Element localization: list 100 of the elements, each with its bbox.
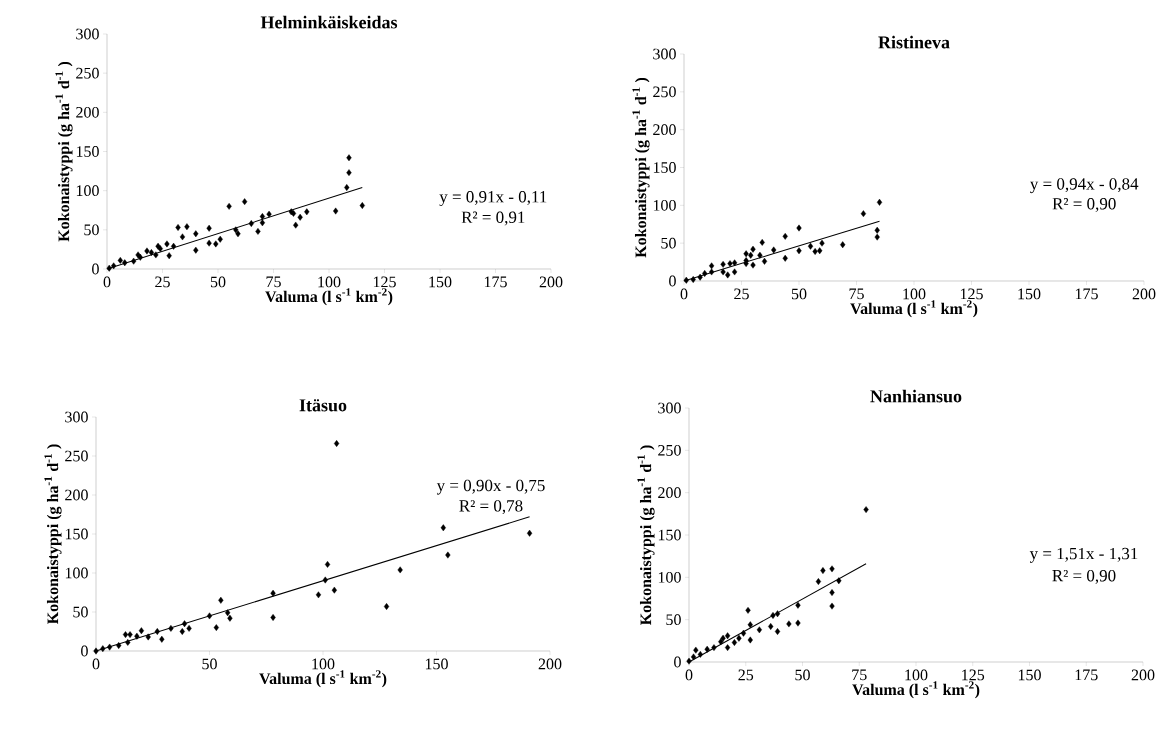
point	[100, 645, 106, 653]
y-tick-label: 150	[65, 528, 88, 540]
chart-title: Ristineva	[878, 35, 950, 49]
y-axis-title: Kokonaistyppi (g ha$^{-1}$ d$^{-1}$ )	[637, 445, 655, 626]
x-tick-label: 50	[791, 288, 807, 300]
x-tick-label: 75	[849, 288, 864, 300]
point	[782, 254, 788, 262]
point	[324, 561, 331, 568]
point	[248, 220, 254, 227]
x-tick-label: 150	[1018, 288, 1041, 300]
point	[874, 233, 880, 241]
y-tick-label: 0	[92, 263, 99, 275]
point	[134, 632, 140, 640]
point	[725, 271, 731, 279]
annotation: R² = 0,90	[1052, 569, 1116, 584]
point	[795, 619, 801, 627]
point	[213, 624, 219, 631]
annotation: y = 0,91x - 0,11	[439, 191, 547, 206]
x-axis-title: Valuma (l s$^{-1}$ km$^{-2}$)	[852, 681, 980, 699]
point	[270, 589, 276, 597]
point	[131, 257, 137, 265]
y-tick-label: 250	[65, 450, 88, 462]
y-axis-title: Kokonaistyppi (g ha$^{-1}$ d$^{-1}$ )	[55, 61, 73, 242]
point	[693, 646, 699, 654]
point	[227, 614, 233, 622]
point	[179, 233, 186, 241]
point	[743, 250, 749, 258]
y-tick-label: 300	[658, 402, 681, 414]
point	[725, 644, 731, 652]
point	[344, 184, 350, 191]
point	[181, 620, 188, 628]
point	[786, 620, 792, 628]
x-tick-label: 25	[155, 276, 170, 288]
point	[217, 235, 223, 243]
x-tick-label: 150	[429, 276, 452, 288]
x-tick-label: 125	[962, 669, 985, 681]
point	[116, 642, 122, 649]
point	[840, 241, 846, 249]
x-tick-label: 175	[484, 276, 507, 288]
x-tick-label: 50	[210, 276, 226, 288]
point	[322, 576, 328, 584]
point	[709, 262, 715, 270]
x-tick-label: 50	[202, 658, 217, 670]
x-tick-label: 0	[685, 669, 693, 681]
y-tick-label: 300	[65, 411, 88, 423]
point	[686, 657, 692, 665]
x-tick-label: 125	[960, 288, 983, 300]
point	[259, 219, 265, 227]
point	[732, 259, 738, 267]
x-tick-label: 100	[905, 669, 928, 681]
point	[293, 221, 299, 229]
y-tick-label: 150	[76, 146, 99, 157]
point	[750, 261, 756, 269]
x-tick-label: 175	[1075, 669, 1098, 681]
point	[383, 603, 390, 610]
point	[702, 270, 708, 277]
point	[445, 551, 451, 559]
x-tick-label: 200	[539, 276, 563, 288]
point	[397, 566, 403, 574]
point	[690, 276, 696, 283]
x-tick-label: 75	[266, 276, 281, 288]
point	[213, 240, 219, 248]
y-tick-label: 250	[653, 86, 676, 98]
point	[122, 259, 128, 267]
point	[727, 260, 733, 267]
x-axis-title: Valuma (l s$^{-1}$ km$^{-2}$)	[265, 288, 393, 306]
point	[725, 632, 731, 640]
x-tick-label: 200	[538, 658, 562, 670]
x-tick-label: 50	[795, 669, 810, 681]
point	[148, 249, 154, 256]
point	[768, 623, 774, 630]
point	[817, 247, 823, 255]
point	[304, 208, 310, 216]
point	[740, 629, 747, 637]
point	[697, 650, 703, 658]
point	[225, 609, 231, 617]
point	[168, 624, 174, 632]
point	[812, 248, 818, 255]
point	[807, 242, 814, 250]
annotation: R² = 0,91	[461, 211, 525, 226]
y-axis-title: Kokonaistyppi (g ha$^{-1}$ d$^{-1}$ )	[632, 77, 650, 258]
point	[288, 208, 294, 216]
point	[771, 246, 777, 254]
point	[159, 635, 165, 643]
point	[796, 247, 802, 255]
point	[747, 636, 753, 644]
point	[218, 596, 224, 604]
point	[233, 226, 239, 234]
point	[153, 251, 159, 259]
point	[106, 264, 112, 272]
point	[876, 198, 883, 206]
point	[111, 262, 117, 270]
x-tick-label: 25	[734, 288, 749, 300]
point	[720, 260, 726, 268]
x-tick-label: 125	[373, 276, 396, 288]
point	[154, 628, 160, 635]
point	[315, 591, 322, 599]
point	[759, 239, 765, 246]
point	[333, 207, 339, 215]
point	[184, 223, 190, 231]
